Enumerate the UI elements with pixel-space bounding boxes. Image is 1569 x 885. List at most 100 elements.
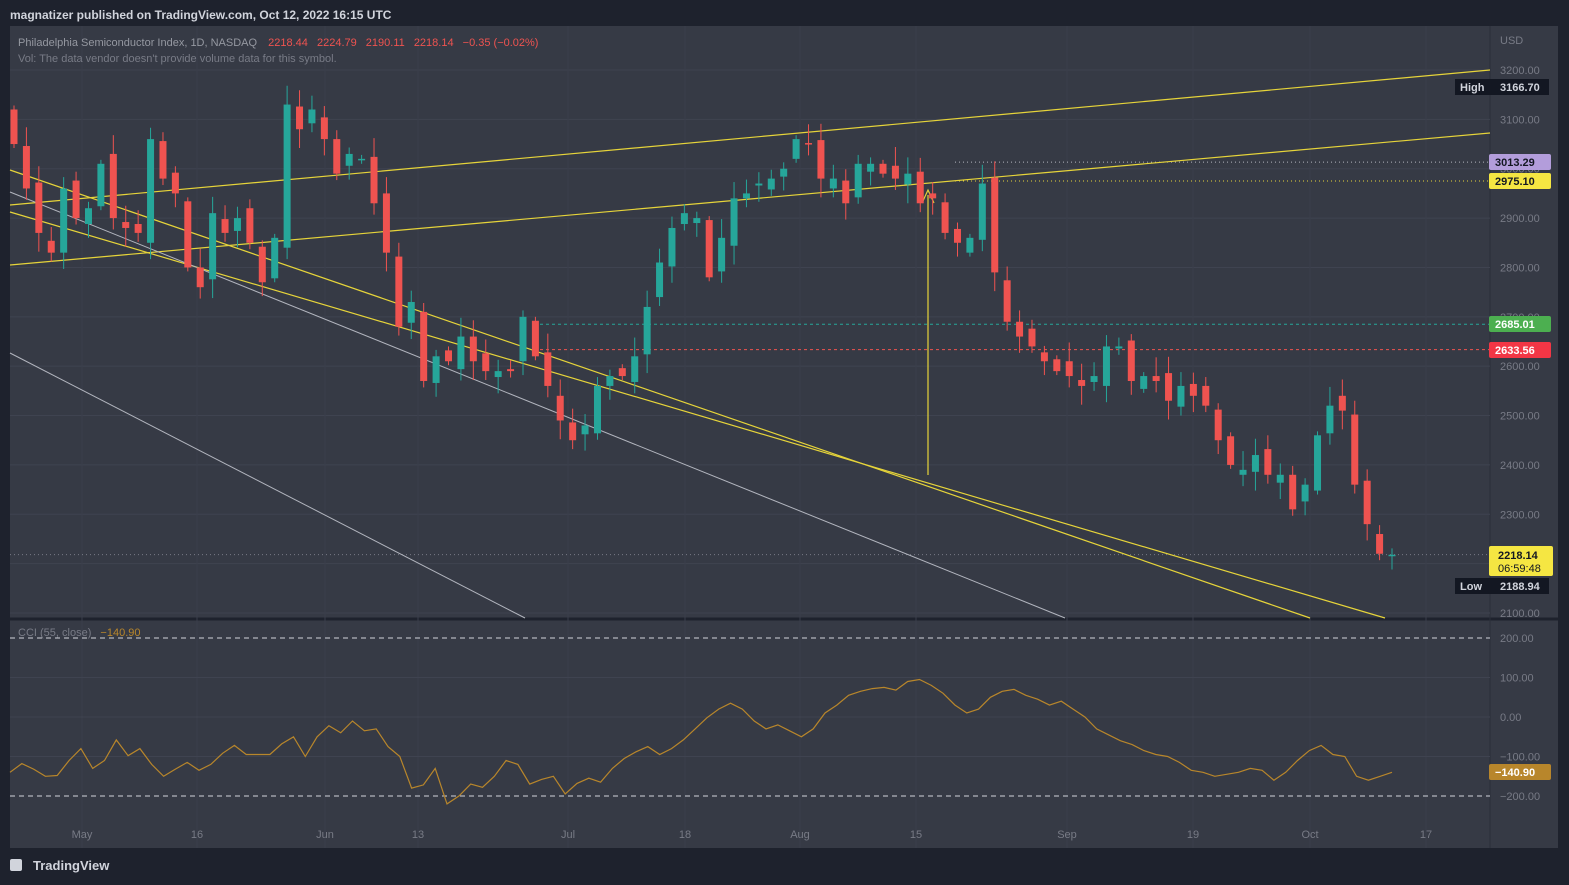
trendline-gray-lower [9,352,526,619]
candle-up [283,85,291,260]
candle-up [643,290,651,374]
candle-up [494,359,502,394]
candle-up [631,337,639,394]
price-tick-label: 2500.00 [1500,411,1540,423]
candle-down [469,320,477,381]
legend-open: 2218.44 [268,37,308,49]
level-yellow-badge-bg [1489,173,1551,189]
candle-body [1003,280,1011,322]
candle-body [953,228,961,243]
candle-down [159,132,167,186]
time-tick-label: Jul [561,829,575,841]
projection-arrow-head [921,188,935,204]
candle-down [196,248,204,299]
candle-down [1078,363,1086,405]
footer-brand: TradingView [33,858,110,873]
candle-body [519,316,527,362]
high-badge-label-bg [1455,79,1493,95]
candle-body [1301,484,1309,502]
candle-body [271,237,279,279]
candle-down [1189,372,1197,413]
level-purple-badge: 3013.29 [1489,154,1551,170]
candle-down [109,135,117,230]
candle-body [1078,380,1086,386]
candle-body [1090,376,1098,382]
trendline-upper-channel [9,69,1491,206]
time-tick-label: May [72,829,93,841]
legend-close: 2218.14 [414,37,454,49]
price-tick-label: 2600.00 [1500,361,1540,373]
candle-body [805,143,813,145]
candle-down [941,193,949,240]
level-red-badge-bg [1489,342,1551,358]
candle-body [345,153,353,166]
high-badge-value-bg [1493,79,1549,95]
candle-body [780,168,788,177]
high-badge-value: 3166.70 [1500,82,1540,94]
candle-down [1227,432,1235,469]
candle-body [730,198,738,246]
low-badge-value-bg [1493,578,1549,594]
candle-body [904,173,912,185]
candle-down [544,333,552,398]
legend-symbol-name: Philadelphia Semiconductor Index, 1D, NA… [18,37,258,49]
candle-body [296,106,304,130]
candle-up [1388,548,1396,570]
candle-body [643,306,651,355]
high-badge: High 3166.70 [1455,79,1549,95]
candle-body [879,163,887,174]
candle-body [916,171,924,204]
time-tick-label: 13 [412,829,424,841]
candle-body [929,193,937,199]
candle-up [233,206,241,248]
candle-up [792,135,800,163]
candle-down [221,205,229,242]
level-red-badge-value: 2633.56 [1495,345,1535,357]
candle-body [618,368,626,377]
candle-down [1028,319,1036,353]
candle-body [867,163,875,172]
trendline-descending-a [9,169,1311,619]
candle-down [556,379,564,440]
candle-up [767,169,775,196]
candle-body [1189,383,1197,396]
candle-up [1314,431,1322,495]
candle-body [606,376,614,386]
candle-body [184,201,192,268]
candle-down [22,127,30,200]
candle-down [171,166,179,208]
candle-body [209,213,217,280]
candle-up [1301,478,1309,516]
cci-last-badge: −140.90 [1489,764,1551,780]
candle-down [370,138,378,215]
cci-last-badge-value: −140.90 [1495,767,1535,779]
candle-up [854,154,862,204]
candle-up [345,147,353,180]
candle-body [556,395,564,421]
candle-body [1127,340,1135,381]
candle-body [494,371,502,378]
candle-body [407,302,415,323]
candle-up [1177,372,1185,416]
candle-body [445,350,453,362]
candle-up [209,196,217,299]
candle-body [1227,436,1235,465]
candle-body [1152,376,1160,381]
candle-body [1177,385,1185,407]
candle-up [581,414,589,451]
candle-up [966,233,974,257]
price-tick-label: 2900.00 [1500,213,1540,225]
cci-tick-label: −200.00 [1500,791,1540,803]
cci-line [9,678,1393,805]
time-tick-label: Sep [1057,829,1077,841]
time-axis-ticks: May 16 Jun 13 Jul 18 Aug 15 Sep 19 Oct 17 [72,829,1433,841]
candle-body [10,109,18,145]
candle-down [805,124,813,156]
candle-body [122,222,130,228]
candle-body [420,311,428,381]
candle-body [320,117,328,140]
candle-down [879,159,887,178]
price-tick-label: 2300.00 [1500,509,1540,521]
candle-body [1251,455,1259,472]
candle-down [1214,403,1222,455]
